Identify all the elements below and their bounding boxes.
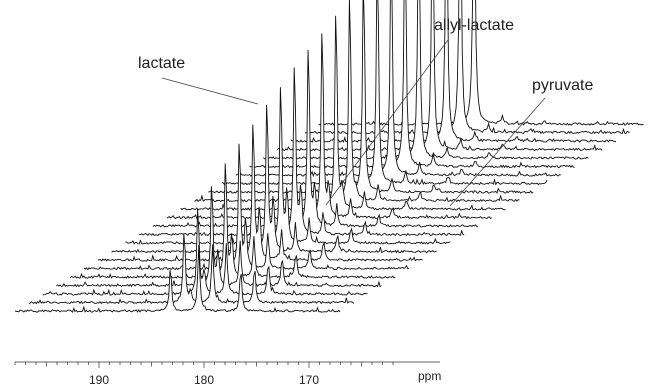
spectrum-trace: [180, 15, 506, 211]
spectrum-trace: [221, 0, 548, 186]
spectrum-mask: [42, 209, 368, 297]
spectrum-trace: [304, 0, 630, 135]
spectrum-mask: [56, 186, 382, 289]
spectrum-mask: [70, 163, 396, 280]
spectrum-mask: [249, 0, 575, 170]
spectrum-trace: [194, 0, 520, 203]
allyl-lactate-annotation: allyl-lactate: [434, 17, 514, 34]
spectrum-mask: [139, 67, 465, 238]
spectrum-trace: [28, 233, 355, 305]
spectrum-trace: [276, 0, 603, 152]
pyruvate-annotation: pyruvate: [532, 77, 593, 94]
spectrum-trace: [263, 0, 589, 160]
x-axis-unit-label: ppm: [418, 369, 441, 383]
spectrum-trace: [152, 49, 479, 228]
spectrum-trace: [42, 209, 368, 296]
spectrum-trace: [166, 33, 493, 220]
spectrum-trace: [97, 124, 423, 262]
annotations-group: lactate allyl-lactate pyruvate: [138, 17, 593, 207]
spectrum-trace: [139, 67, 465, 237]
spectrum-mask: [125, 87, 451, 246]
spectrum-trace: [318, 0, 644, 126]
x-tick-label: 170: [299, 373, 319, 387]
x-tick-label: 180: [194, 373, 214, 387]
spectrum-trace: [14, 244, 341, 313]
spectrum-trace: [83, 143, 410, 271]
lactate-annotation: lactate: [138, 55, 185, 72]
spectrum-mask: [97, 124, 423, 263]
allyl-lactate-leader-line: [325, 39, 449, 206]
spectrum-mask: [84, 143, 409, 272]
spectra-group: [14, 0, 644, 314]
spectrum-trace: [208, 0, 534, 194]
x-tick-label: 190: [89, 373, 109, 387]
x-axis: 190 180 170 ppm: [14, 361, 441, 387]
spectrum-trace: [56, 186, 382, 288]
spectrum-trace: [249, 0, 575, 169]
spectrum-trace: [125, 87, 451, 245]
spectrum-mask: [111, 105, 437, 255]
pyruvate-leader-line: [449, 97, 546, 207]
lactate-leader-line: [161, 77, 259, 105]
spectrum-trace: [235, 0, 561, 178]
spectrum-trace: [69, 163, 396, 279]
spectrum-trace: [290, 0, 617, 144]
spectrum-trace: [111, 104, 437, 254]
